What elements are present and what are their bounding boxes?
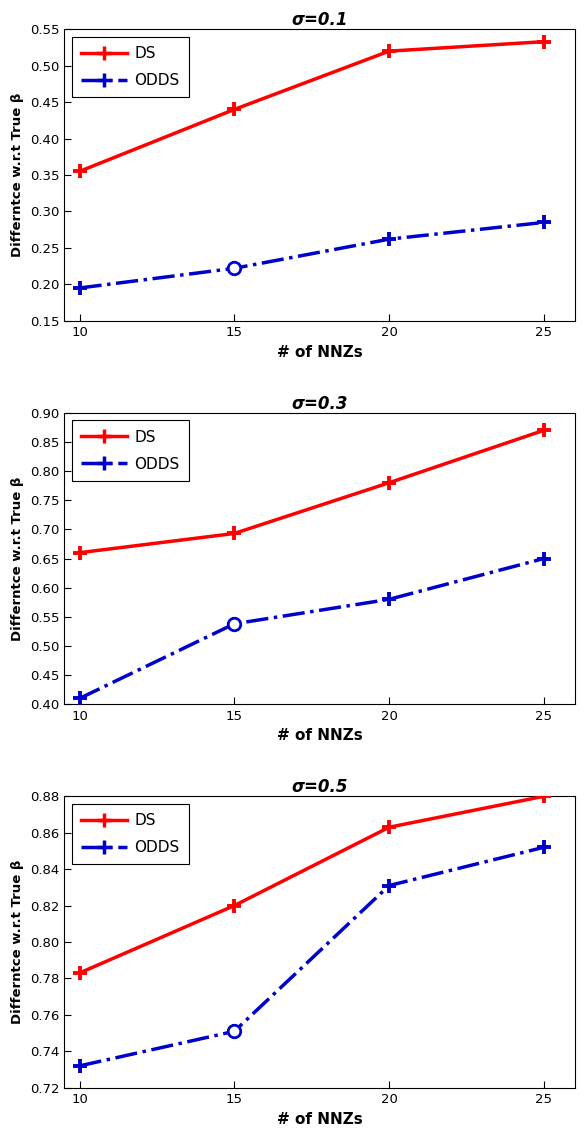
Y-axis label: Differntce w.r.t True β: Differntce w.r.t True β xyxy=(11,93,24,257)
DS xyxy=(540,790,547,803)
DS xyxy=(540,35,547,49)
Title: σ=0.3: σ=0.3 xyxy=(291,395,347,413)
Y-axis label: Differntce w.r.t True β: Differntce w.r.t True β xyxy=(11,860,24,1024)
Line: ODDS: ODDS xyxy=(73,552,551,706)
ODDS xyxy=(386,593,393,607)
ODDS xyxy=(76,1059,83,1073)
X-axis label: # of NNZs: # of NNZs xyxy=(277,1112,362,1127)
DS xyxy=(231,102,238,116)
DS xyxy=(231,527,238,541)
X-axis label: # of NNZs: # of NNZs xyxy=(277,728,362,743)
ODDS xyxy=(231,617,238,630)
DS xyxy=(386,820,393,834)
X-axis label: # of NNZs: # of NNZs xyxy=(277,345,362,360)
Line: DS: DS xyxy=(73,790,551,980)
Title: σ=0.1: σ=0.1 xyxy=(291,11,347,30)
Line: DS: DS xyxy=(73,423,551,560)
ODDS xyxy=(540,552,547,566)
ODDS xyxy=(76,281,83,295)
DS xyxy=(386,476,393,489)
DS xyxy=(76,165,83,179)
ODDS xyxy=(76,692,83,706)
ODDS xyxy=(540,215,547,229)
ODDS xyxy=(540,841,547,855)
DS xyxy=(76,966,83,980)
DS xyxy=(76,546,83,560)
Y-axis label: Differntce w.r.t True β: Differntce w.r.t True β xyxy=(11,477,24,641)
DS xyxy=(231,899,238,913)
ODDS xyxy=(231,1024,238,1038)
Legend: DS, ODDS: DS, ODDS xyxy=(71,36,189,98)
ODDS xyxy=(386,879,393,892)
Line: ODDS: ODDS xyxy=(73,215,551,295)
DS xyxy=(386,44,393,58)
Line: DS: DS xyxy=(73,35,551,179)
ODDS xyxy=(386,232,393,246)
Title: σ=0.5: σ=0.5 xyxy=(291,778,347,797)
DS xyxy=(540,423,547,437)
Legend: DS, ODDS: DS, ODDS xyxy=(71,420,189,481)
Line: ODDS: ODDS xyxy=(73,840,551,1073)
ODDS xyxy=(231,262,238,275)
Legend: DS, ODDS: DS, ODDS xyxy=(71,803,189,865)
